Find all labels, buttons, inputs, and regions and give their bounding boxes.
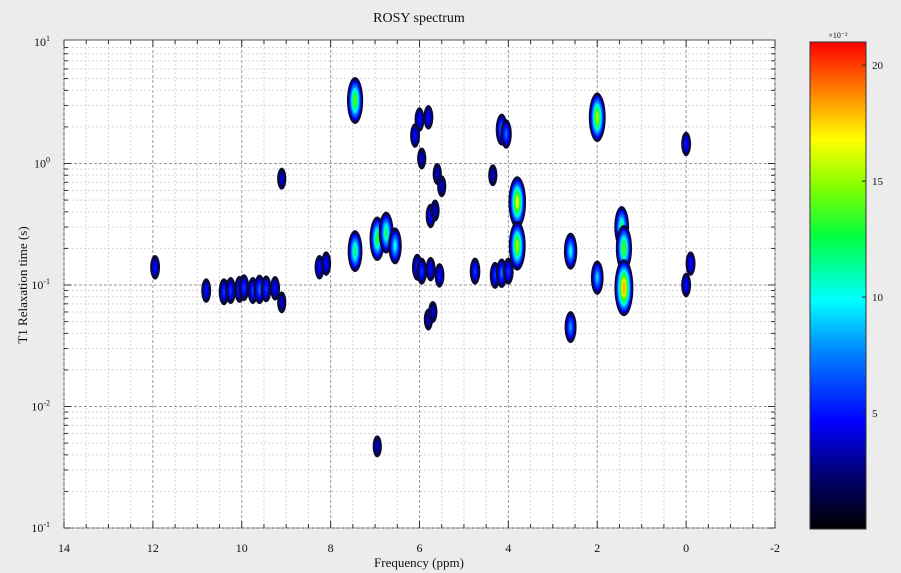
x-tick-label: 12	[147, 541, 159, 555]
contour-peaks	[150, 77, 696, 458]
colorbar-multiplier: ×10⁻²	[828, 31, 848, 40]
x-tick-labels: 14 12 10 8 6 4 2 0 -2	[58, 541, 780, 555]
contour-peak	[369, 216, 386, 262]
contour-peak	[425, 256, 436, 282]
y-axis-label: T1 Relaxation time (s)	[15, 226, 30, 343]
contour-peak	[416, 257, 428, 285]
x-tick-label: 0	[683, 541, 689, 555]
contour-peak	[201, 278, 212, 303]
y-tick-label: 10-1	[31, 520, 50, 535]
contour-peak	[469, 257, 481, 285]
contour-peak	[685, 251, 696, 276]
contour-peak	[270, 276, 281, 301]
contour-peak	[503, 257, 514, 285]
contour-peak	[434, 263, 445, 288]
x-tick-label: -2	[770, 541, 780, 555]
contour-peak	[346, 77, 364, 125]
contour-peak	[423, 105, 434, 130]
contour-peak	[614, 259, 634, 317]
y-tick-label: 10-1	[31, 277, 50, 292]
contour-peak	[500, 119, 512, 149]
y-tick-labels: 101 100 10-1 10-2 10-1	[31, 34, 50, 535]
contour-peak	[414, 107, 425, 132]
x-tick-label: 4	[505, 541, 511, 555]
colorbar-ticks: 20 15 10 5	[862, 60, 884, 420]
colorbar	[809, 41, 867, 530]
y-tick-label: 10-2	[31, 399, 50, 414]
contour-peak	[508, 176, 527, 229]
x-tick-label: 6	[417, 541, 423, 555]
contour-peak	[260, 275, 272, 303]
contour-peak	[347, 230, 363, 273]
contour-peak	[277, 167, 287, 190]
chart-title: ROSY spectrum	[373, 11, 465, 26]
contour-peak	[150, 254, 161, 280]
axis-ticks	[63, 40, 776, 529]
colorbar-tick-label: 5	[872, 408, 878, 420]
contour-peak	[508, 221, 526, 271]
contour-peak	[388, 227, 402, 265]
contour-peak	[681, 131, 692, 157]
contour-peak	[681, 272, 692, 298]
contour-peak	[428, 300, 438, 323]
contour-peak	[588, 92, 606, 143]
contour-peak	[564, 311, 577, 344]
contour-peak	[417, 147, 427, 170]
colorbar-tick-label: 20	[872, 60, 884, 72]
x-tick-label: 2	[594, 541, 600, 555]
x-tick-label: 10	[236, 541, 248, 555]
contour-peak	[488, 164, 498, 187]
contour-peak	[225, 277, 236, 305]
x-tick-label: 14	[58, 541, 70, 555]
contour-peak	[430, 199, 440, 222]
colorbar-tick-label: 10	[872, 292, 884, 304]
x-tick-label: 8	[328, 541, 334, 555]
contour-peak	[321, 251, 332, 276]
contour-peak	[437, 175, 447, 198]
contour-peak	[615, 224, 633, 272]
grid-lines	[63, 40, 776, 529]
y-tick-label: 100	[34, 156, 50, 171]
contour-peak	[238, 274, 250, 302]
colorbar-tick-label: 15	[872, 176, 884, 188]
contour-peak	[563, 232, 578, 270]
y-tick-label: 101	[34, 34, 50, 49]
contour-peak	[590, 260, 604, 295]
contour-peak	[372, 435, 382, 458]
contour-peak	[277, 291, 287, 314]
x-axis-label: Frequency (ppm)	[374, 555, 464, 570]
